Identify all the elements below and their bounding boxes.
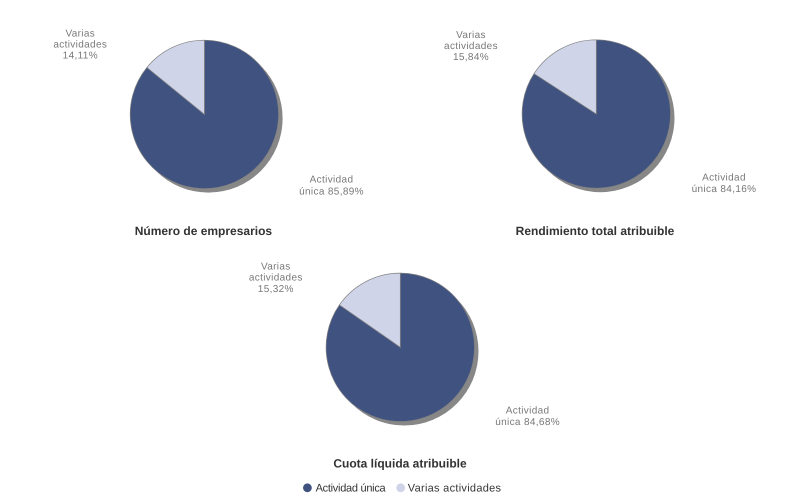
- svg-text:15,32%: 15,32%: [258, 284, 294, 295]
- svg-text:Varias actividades: Varias actividades: [408, 482, 502, 494]
- svg-text:Actividad: Actividad: [702, 173, 746, 184]
- svg-text:única 85,89%: única 85,89%: [299, 186, 364, 197]
- svg-text:actividades: actividades: [53, 40, 107, 51]
- svg-text:Varias: Varias: [456, 30, 486, 41]
- svg-text:15,84%: 15,84%: [453, 52, 489, 63]
- svg-text:única 84,16%: única 84,16%: [692, 184, 757, 195]
- svg-text:única 84,68%: única 84,68%: [495, 417, 560, 428]
- svg-text:actividades: actividades: [444, 41, 498, 52]
- svg-text:Cuota líquida atribuible: Cuota líquida atribuible: [333, 456, 467, 470]
- svg-text:Rendimiento total atribuible: Rendimiento total atribuible: [516, 224, 675, 238]
- svg-text:Varias: Varias: [261, 262, 291, 273]
- svg-text:Actividad: Actividad: [310, 175, 354, 186]
- svg-text:Actividad única: Actividad única: [316, 482, 387, 494]
- svg-text:Número de empresarios: Número de empresarios: [135, 224, 273, 238]
- svg-text:Actividad: Actividad: [506, 406, 550, 417]
- svg-text:actividades: actividades: [249, 273, 303, 284]
- svg-text:14,11%: 14,11%: [63, 51, 98, 62]
- svg-text:Varias: Varias: [65, 28, 95, 39]
